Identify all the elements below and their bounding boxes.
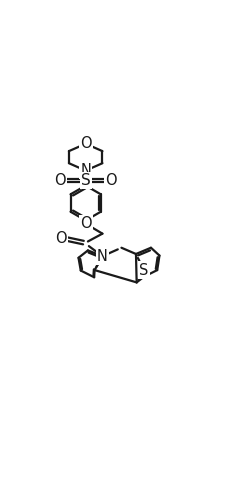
Text: N: N xyxy=(80,163,91,178)
Text: N: N xyxy=(97,249,108,264)
Text: O: O xyxy=(106,173,117,188)
Text: O: O xyxy=(55,231,66,246)
Text: S: S xyxy=(139,263,149,277)
Text: O: O xyxy=(54,173,66,188)
Text: O: O xyxy=(80,136,92,151)
Text: S: S xyxy=(139,263,149,277)
Text: S: S xyxy=(81,173,90,188)
Text: N: N xyxy=(97,249,108,264)
Text: O: O xyxy=(80,216,92,231)
Text: O: O xyxy=(55,231,66,246)
Text: O: O xyxy=(80,216,92,231)
Text: O: O xyxy=(80,136,92,151)
Text: O: O xyxy=(106,173,117,188)
Text: O: O xyxy=(54,173,66,188)
Text: S: S xyxy=(81,173,90,188)
Text: N: N xyxy=(80,163,91,178)
